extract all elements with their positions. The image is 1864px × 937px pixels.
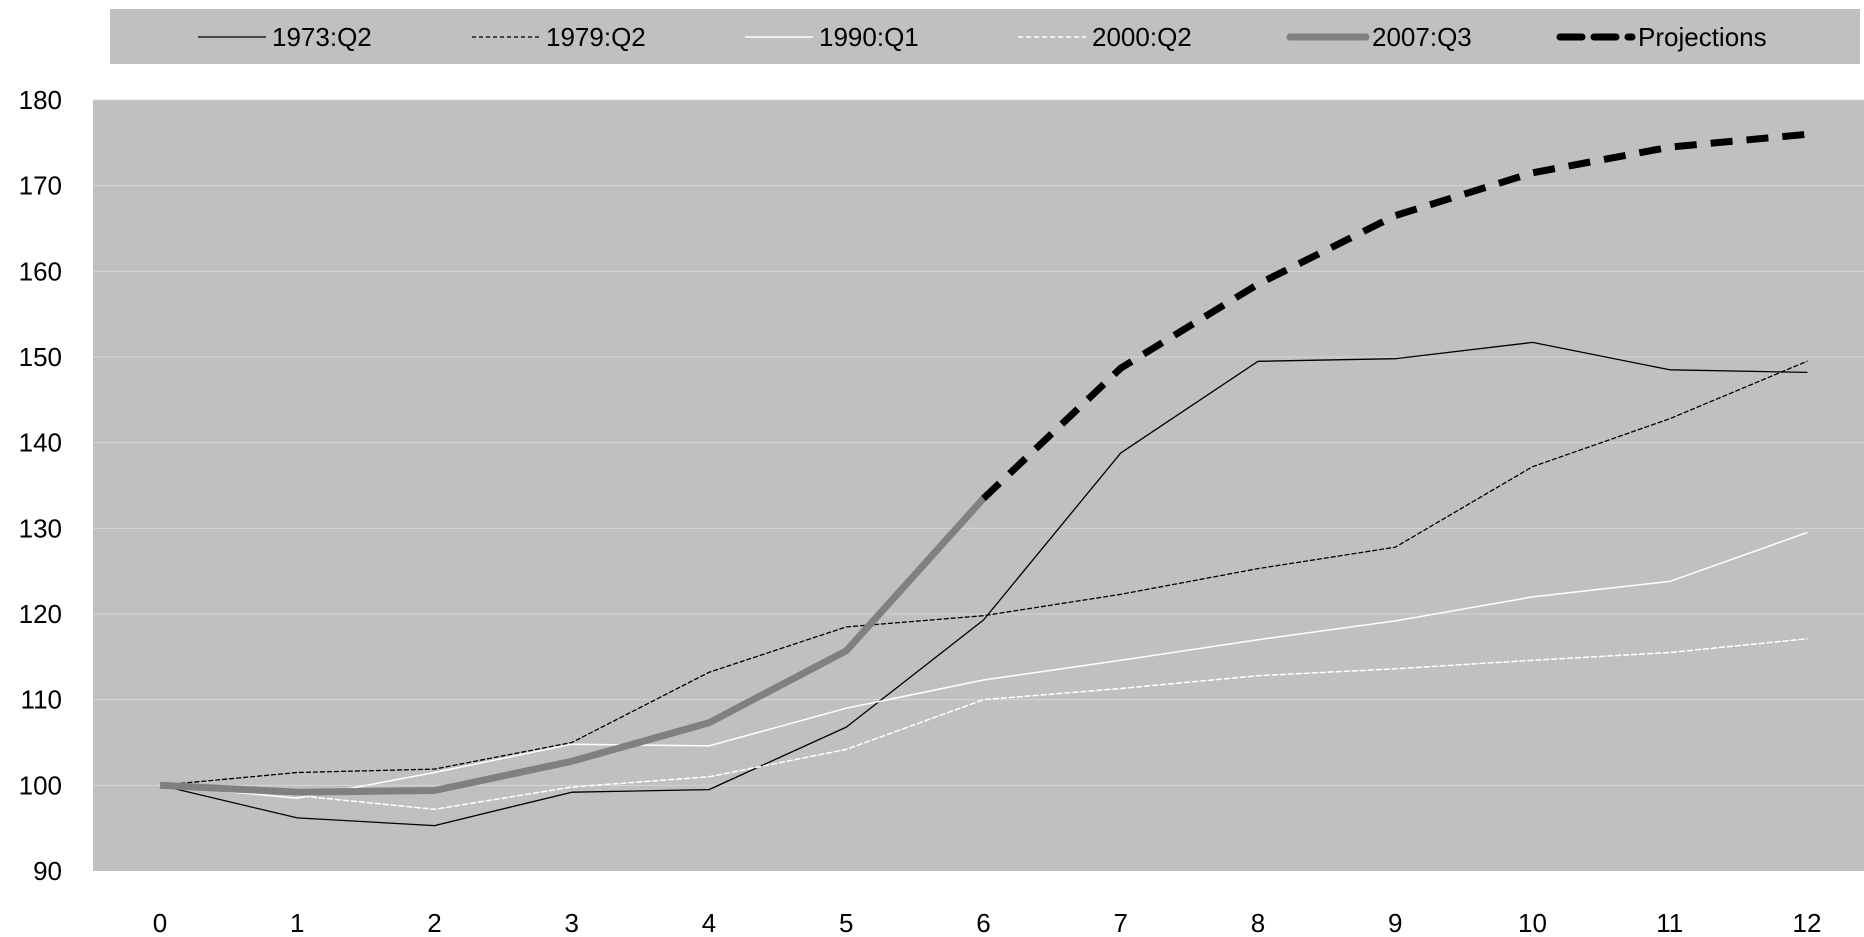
- y-tick-label-170: 170: [19, 171, 62, 201]
- legend: 1973:Q2 1979:Q2 1990:Q1 2000:Q2 2007:Q3 Proje…: [198, 22, 1767, 52]
- y-tick-label-100: 100: [19, 770, 62, 800]
- legend-label-1979-q2: 1979:Q2: [546, 22, 646, 52]
- y-tick-label-180: 180: [19, 85, 62, 115]
- legend-label-projections: Projections: [1638, 22, 1767, 52]
- x-tick-label-2: 2: [427, 908, 441, 937]
- x-tick-label-10: 10: [1518, 908, 1547, 937]
- y-tick-label-120: 120: [19, 599, 62, 629]
- legend-label-1973-q2: 1973:Q2: [272, 22, 372, 52]
- x-tick-label-1: 1: [290, 908, 304, 937]
- x-tick-label-0: 0: [153, 908, 167, 937]
- series-lines: [159, 130, 1808, 827]
- y-tick-label-150: 150: [19, 342, 62, 372]
- series-line-2007-q3: [159, 496, 987, 796]
- x-tick-label-7: 7: [1114, 908, 1128, 937]
- series-line-1990-q1: [159, 531, 1808, 799]
- x-tick-label-4: 4: [702, 908, 716, 937]
- x-tick-label-3: 3: [565, 908, 579, 937]
- x-tick-label-8: 8: [1251, 908, 1265, 937]
- gridlines: [93, 99, 1864, 786]
- x-tick-label-5: 5: [839, 908, 853, 937]
- y-tick-label-160: 160: [19, 256, 62, 286]
- x-tick-label-9: 9: [1388, 908, 1402, 937]
- series-line-1973-q2: [159, 341, 1808, 827]
- y-tick-label-140: 140: [19, 428, 62, 458]
- y-axis-tick-labels: 90 100 110 120 130 140 150 160 170 180: [19, 85, 62, 886]
- x-tick-label-12: 12: [1793, 908, 1822, 937]
- legend-label-2007-q3: 2007:Q3: [1372, 22, 1472, 52]
- series-line-2000-q2: [159, 638, 1808, 811]
- y-tick-label-110: 110: [21, 685, 62, 715]
- plot-area: [93, 100, 1864, 871]
- x-tick-label-6: 6: [976, 908, 990, 937]
- legend-label-2000-q2: 2000:Q2: [1092, 22, 1192, 52]
- x-axis-tick-labels: 0 1 2 3 4 5 6 7 8 9 10 11 12: [153, 908, 1822, 937]
- y-tick-label-130: 130: [19, 513, 62, 543]
- x-tick-label-11: 11: [1656, 908, 1683, 937]
- series-line-1979-q2: [159, 360, 1808, 786]
- series-line-projections: [981, 130, 1808, 501]
- y-tick-label-90: 90: [33, 856, 62, 886]
- legend-label-1990-q1: 1990:Q1: [819, 22, 919, 52]
